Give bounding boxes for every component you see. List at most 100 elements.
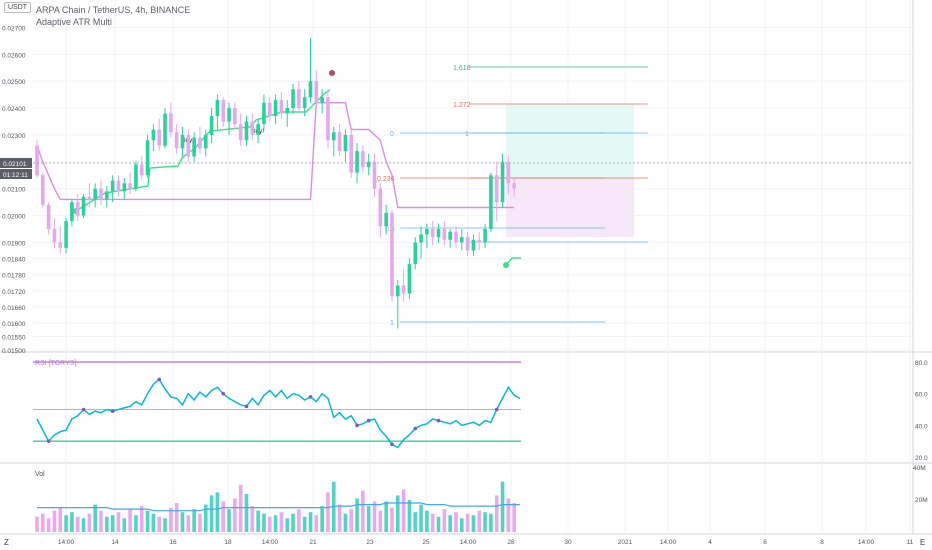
timezone-z-label[interactable]: Z [4,538,9,547]
rsi-pivot-dot [221,391,226,396]
volume-bar [337,504,342,532]
volume-bar [442,509,447,532]
symbol-title: ARPA Chain / TetherUS, 4h, BINANCE [36,5,191,15]
candle-body [75,202,80,216]
rsi-pivot-dot [308,395,313,399]
volume-bar [477,510,482,532]
time-tick-label: 14:00 [460,539,477,546]
rsi-pivot-dot [110,409,115,413]
candle-body [157,129,162,146]
fib-level-label: 0.236 [377,176,395,183]
price-tick-label: 0.01720 [2,289,26,296]
candle-body [250,121,255,135]
candle-body [302,97,307,109]
volume-bar [355,498,359,532]
candle-body [116,180,121,192]
rsi-pivot-dot [494,407,499,412]
candle-body [326,97,330,141]
fib-level-label: 0 [390,131,394,138]
price-tick-label: 0.01550 [2,335,26,342]
volume-bar [227,509,231,532]
volume-bar [151,513,156,532]
volume-bar [122,518,127,532]
candle-body [174,132,179,149]
volume-bar [35,516,39,532]
candle-body [349,134,354,173]
fib-level-label: 1.618 [453,65,471,72]
buy-signal-dot [503,262,509,268]
candle-body [145,140,150,176]
volume-bar [203,504,208,532]
candle-body [390,212,394,297]
currency-badge[interactable]: USDT [4,2,32,13]
volume-bar [378,510,383,532]
trail-stop-line-bull [75,89,331,212]
time-tick-label: 21 [309,539,317,546]
candle-body [442,229,447,240]
time-tick-label: 23 [366,539,374,546]
candlesticks [35,38,516,329]
price-tick-label: 0.02700 [2,25,26,32]
volume-bar [454,512,458,532]
volume-bar [46,518,51,532]
candle-body [41,175,45,205]
volume-bar [116,512,121,532]
volume-bar [215,492,220,532]
candle-body [134,164,138,189]
time-tick-label: 28 [507,539,515,546]
time-tick-label: 16 [169,539,177,546]
volume-bar [302,516,307,532]
volume-bar [139,506,144,532]
volume-bar [448,515,452,532]
candle-body [151,129,156,141]
volume-bar [145,510,150,532]
rsi-title: RSI [TORYS] [35,360,76,367]
sell-signal-dot [329,70,335,76]
candle-body [500,161,505,203]
candle-body [122,183,127,192]
candle-body [436,229,441,238]
volume-bar [209,495,214,532]
volume-bar [349,509,354,532]
rsi-tick-label: 60.0 [915,392,928,399]
candle-body [320,97,324,103]
candle-body [87,196,92,200]
volume-bar [390,507,394,532]
candle-body [407,263,412,294]
time-tick-label: 18 [224,539,232,546]
candle-body [337,132,342,152]
volume-tick-label: 40M [913,465,926,472]
volume-bar [384,501,388,532]
candle-body [494,175,499,203]
rsi-pivot-dot [390,442,394,447]
candle-body [343,134,348,152]
candle-body [378,188,383,227]
rsi-pivot-dot [413,426,418,431]
candle-body [279,99,284,114]
volume-bar [180,512,185,532]
candle-body [215,99,220,117]
rsi-tick-label: 20.0 [915,455,928,462]
candle-body [52,229,57,243]
rsi-tick-label: 40.0 [915,423,928,430]
volume-bar [320,506,324,532]
settings-gear-icon[interactable]: E [920,538,926,547]
candle-body [384,212,388,227]
candle-body [366,161,371,168]
price-tick-label: 0.01900 [2,240,26,247]
candle-body [99,188,103,200]
volume-bar [186,515,191,532]
rsi-tick-label: 80.0 [915,360,928,367]
volume-bar [267,516,272,532]
volume-bar [174,503,179,532]
rsi-pivot-dot [366,418,371,423]
candle-body [198,137,202,149]
candle-body [297,89,301,109]
time-tick-label: 14:00 [858,539,875,546]
volume-bar [331,481,336,532]
volume-bar [244,493,249,532]
time-tick-label: 8 [820,539,824,546]
volume-title: Vol [35,471,45,478]
